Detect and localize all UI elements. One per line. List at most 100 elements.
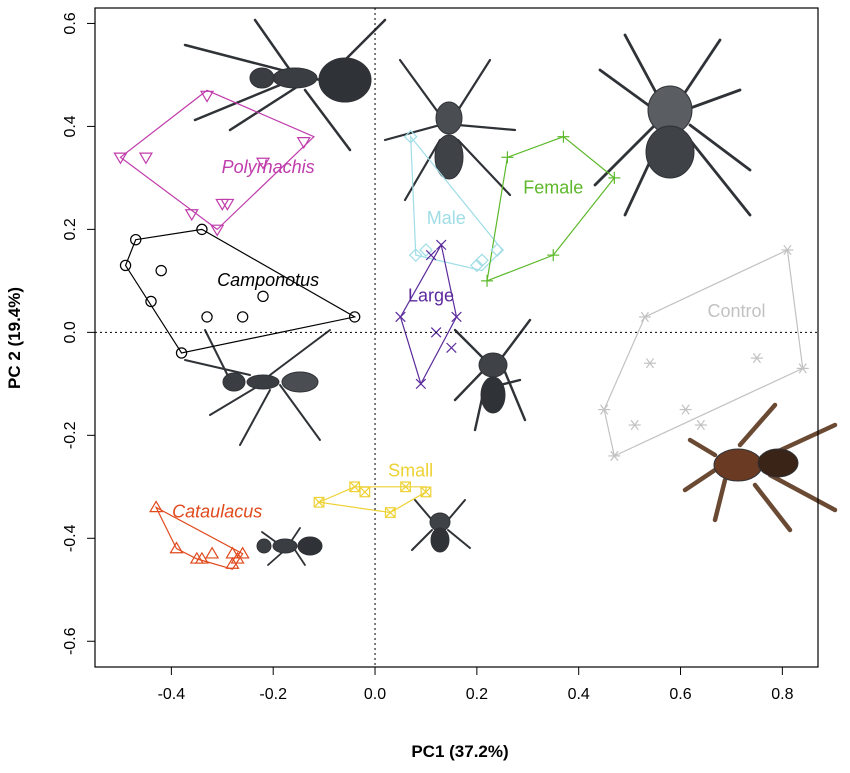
male-point xyxy=(403,129,418,144)
control-point xyxy=(598,404,611,415)
large-point xyxy=(451,311,462,323)
cataulacus-hull xyxy=(154,505,244,570)
camponotus-point xyxy=(348,311,361,323)
y-tick-label: 0.0 xyxy=(62,321,79,343)
control-point xyxy=(643,358,656,369)
small-point xyxy=(420,486,432,498)
male-point xyxy=(408,248,423,262)
camponotus-point xyxy=(119,259,132,272)
polyrhachis-hull xyxy=(119,89,316,231)
small-group-label: Small xyxy=(388,461,433,481)
small-point xyxy=(384,507,396,518)
female-group-label: Female xyxy=(523,177,583,197)
large-point xyxy=(446,342,457,354)
organism-illustrations xyxy=(183,18,838,566)
polyrhachis-point xyxy=(199,90,215,103)
small-point xyxy=(359,486,371,498)
camponotus-group-label: Camponotus xyxy=(217,270,319,290)
camponotus-point xyxy=(196,223,208,236)
y-tick-label: 0.4 xyxy=(62,115,79,137)
y-tick-label: 0.6 xyxy=(62,12,79,34)
male-point xyxy=(470,258,484,273)
large-hull xyxy=(399,243,458,386)
camponotus-point xyxy=(236,311,249,323)
group-labels: Polyrhachis Camponotus Cataulacus Small Male… xyxy=(172,157,765,522)
male-group-label: Male xyxy=(427,208,466,228)
small-spider-image xyxy=(411,499,471,551)
polyrhachis-point xyxy=(296,137,311,150)
polyrhachis-point xyxy=(210,224,225,237)
polyrhachis-point xyxy=(138,152,153,165)
camponotus-point xyxy=(201,311,213,323)
camponotus-point xyxy=(257,290,269,303)
y-tick-label: -0.2 xyxy=(62,421,79,449)
polyrhachis-point xyxy=(255,157,271,170)
female-hull xyxy=(486,136,616,282)
female-point xyxy=(608,171,621,184)
camponotus-ant-image xyxy=(184,329,331,446)
plot-frame xyxy=(94,7,819,668)
x-tick-label: 0.2 xyxy=(466,686,488,703)
large-point xyxy=(425,249,437,261)
x-tick-label: 0.4 xyxy=(568,686,590,703)
x-tick-label: 0.8 xyxy=(771,686,793,703)
small-point xyxy=(400,481,411,493)
male-spider-image xyxy=(383,58,517,202)
x-axis-title: PC1 (37.2%) xyxy=(411,742,508,761)
female-point xyxy=(501,151,514,164)
polyrhachis-group-label: Polyrhachis xyxy=(222,157,315,177)
cataulacus-point xyxy=(225,546,240,559)
cataulacus-group-label: Cataulacus xyxy=(172,502,262,522)
polyrhachis-point xyxy=(113,152,128,165)
x-tick-label: 0.6 xyxy=(669,686,691,703)
camponotus-point xyxy=(155,264,167,277)
control-point xyxy=(750,352,763,364)
control-point xyxy=(694,419,707,431)
control-group-label: Control xyxy=(708,301,766,321)
small-point xyxy=(313,496,325,508)
polyrhachis-point xyxy=(220,198,235,211)
x-tick-label: -0.2 xyxy=(259,686,287,703)
female-spider-image xyxy=(593,33,752,217)
camponotus-hull xyxy=(124,228,357,354)
cataulacus-point xyxy=(194,551,209,564)
small-hull xyxy=(316,486,427,514)
large-point xyxy=(436,239,447,251)
control-point xyxy=(608,450,621,462)
x-tick-label: 0.0 xyxy=(364,686,386,703)
female-point xyxy=(547,249,560,262)
y-tick-label: -0.6 xyxy=(62,627,79,655)
camponotus-point xyxy=(175,347,188,359)
control-point xyxy=(679,404,692,415)
group-hulls xyxy=(119,89,804,570)
y-axis-title: PC 2 (19.4%) xyxy=(5,287,24,389)
large-spider-image xyxy=(453,318,532,432)
polyrhachis-point xyxy=(184,209,199,222)
control-point xyxy=(781,244,794,256)
control-point xyxy=(628,419,641,431)
y-axis: -0.6 -0.4 -0.2 0.0 0.2 0.4 0.6 xyxy=(62,12,95,655)
cataulacus-point xyxy=(169,541,184,554)
cataulacus-point xyxy=(235,546,250,559)
control-point xyxy=(638,311,651,323)
cataulacus-point xyxy=(149,500,164,513)
control-spider-image xyxy=(682,402,838,533)
control-point xyxy=(796,363,809,374)
x-axis: -0.4 -0.2 0.0 0.2 0.4 0.6 0.8 xyxy=(158,667,794,703)
large-point xyxy=(395,311,406,323)
female-point xyxy=(481,274,494,287)
x-tick-label: -0.4 xyxy=(158,686,186,703)
male-point xyxy=(490,243,505,257)
y-tick-label: -0.4 xyxy=(62,524,79,552)
large-point xyxy=(415,378,427,390)
camponotus-point xyxy=(130,233,142,246)
male-point xyxy=(419,243,433,257)
cataulacus-point xyxy=(205,546,220,559)
camponotus-point xyxy=(145,295,157,308)
female-point xyxy=(557,130,570,143)
control-hull xyxy=(603,249,804,457)
y-tick-label: 0.2 xyxy=(62,218,79,240)
large-group-label: Large xyxy=(408,285,454,305)
male-hull xyxy=(409,134,504,272)
